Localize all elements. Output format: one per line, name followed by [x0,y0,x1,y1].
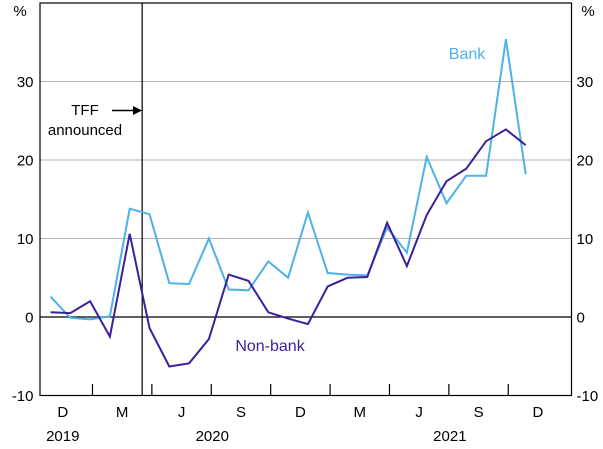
y-axis-tick-label-left: 30 [17,74,34,91]
y-axis-unit-label-right: % [581,3,595,20]
year-label: 2019 [46,428,79,445]
y-axis-tick-label-left: 0 [25,310,33,327]
y-axis-tick-label-left: -10 [12,388,34,405]
y-axis-tick-label-left: 10 [17,231,34,248]
year-label: 2020 [196,428,229,445]
x-axis-quarter-label: S [236,404,246,421]
x-axis-quarter-label: J [415,404,423,421]
x-axis-quarter-label: M [354,404,367,421]
year-label: 2021 [433,428,466,445]
x-axis-quarter-label: J [178,404,186,421]
bank-series-label: Bank [448,46,486,63]
x-axis-quarter-label: S [474,404,484,421]
x-axis-quarter-label: D [57,404,68,421]
x-axis-quarter-label: D [533,404,544,421]
y-axis-tick-label-right: -10 [577,388,599,405]
tff-annotation-line2: announced [47,122,123,139]
tff-annotation-line1: TFF [71,102,99,119]
y-axis-tick-label-right: 20 [577,153,594,170]
x-axis-quarter-label: M [116,404,129,421]
y-axis-unit-label-left: % [13,3,27,20]
nonbank-series-label: Non-bank [235,338,305,355]
x-axis-quarter-label: D [295,404,306,421]
y-axis-tick-label-left: 20 [17,153,34,170]
y-axis-tick-label-right: 0 [577,310,585,327]
bank-series-line [49,38,527,321]
nonbank-series-line [50,128,527,368]
plot-frame [39,2,573,397]
tff-arrow-icon [133,106,142,115]
y-axis-tick-label-right: 10 [577,231,594,248]
y-axis-tick-label-right: 30 [577,74,594,91]
